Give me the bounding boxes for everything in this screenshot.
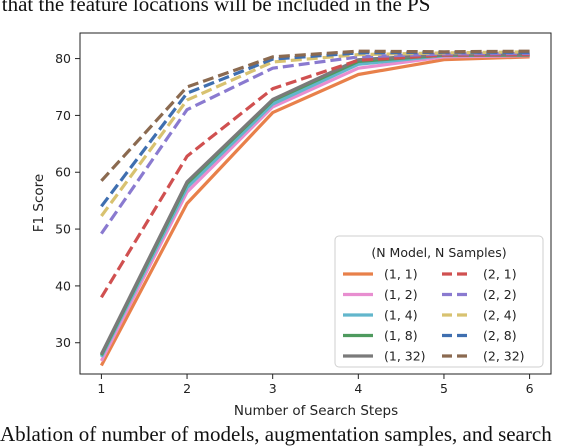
y-tick-label: 60 [55,165,71,180]
legend-box [334,235,544,368]
series-line-0 [99,55,530,367]
legend-label-9: (2, 32) [483,349,525,364]
y-tick-label: 50 [55,222,71,237]
x-tick-label: 3 [269,381,277,396]
x-tick-label: 1 [97,381,105,396]
y-tick-label: 70 [55,108,71,123]
y-tick-label: 40 [55,278,71,293]
legend-label-4: (1, 32) [384,349,426,364]
series-line-8 [100,50,530,208]
x-tick-label: 6 [526,381,534,396]
series-line-7 [100,50,530,217]
legend-label-0: (1, 1) [384,267,418,282]
y-axis-label: F1 Score [31,174,47,232]
legend: (N Model, N Samples) (1, 1) (1, 2) (1, 4) (1… [334,235,544,368]
x-tick-label: 4 [354,381,362,396]
x-tick-label: 5 [440,381,448,396]
caption-bottom: Ablation of number of models, augmentati… [0,422,552,446]
legend-label-6: (2, 2) [483,287,517,302]
caption-top: d that the feature locations will be inc… [0,0,431,16]
x-tick-label: 2 [183,381,191,396]
axis-ticks: 1 2 3 4 5 6 30 40 50 60 70 80 [55,51,534,396]
legend-label-8: (2, 8) [483,328,517,343]
legend-label-3: (1, 8) [384,328,418,343]
y-tick-label: 30 [55,335,71,350]
x-axis-label: Number of Search Steps [234,403,398,419]
legend-label-1: (1, 2) [384,287,418,302]
legend-title: (N Model, N Samples) [371,245,506,260]
plot-frame [79,32,552,375]
legend-label-7: (2, 4) [483,308,517,323]
y-tick-label: 80 [55,51,71,66]
series-line-9 [100,49,530,182]
legend-label-2: (1, 4) [384,308,418,323]
legend-label-5: (2, 1) [483,267,517,282]
series-lines [99,49,530,367]
